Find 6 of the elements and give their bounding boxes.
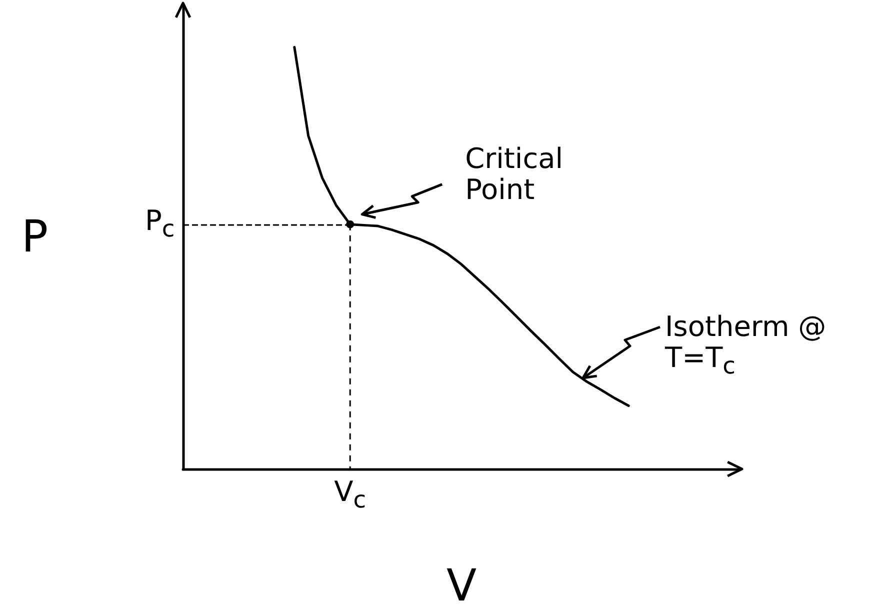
y-axis-title: P: [21, 212, 48, 262]
ref-line-label: P$_{c}$: [145, 204, 175, 243]
annotation: Critical Point: [465, 142, 564, 206]
text: V$_{c}$: [334, 475, 366, 514]
annotation: Isotherm @ T=T$_{c}$: [665, 310, 828, 380]
x-axis-title: V: [446, 560, 477, 612]
